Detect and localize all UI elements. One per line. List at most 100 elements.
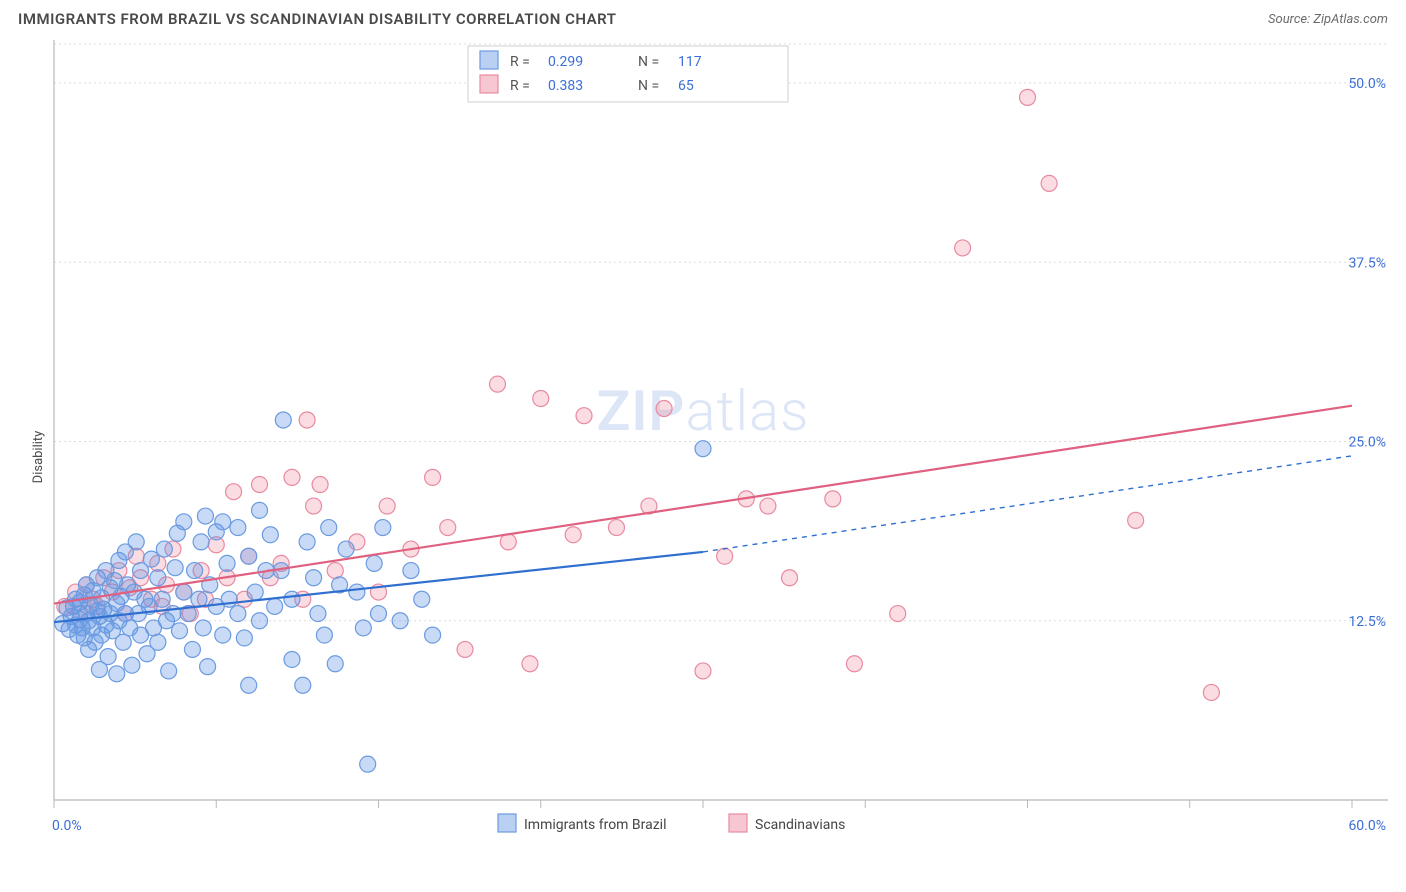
scatter-point [327,563,343,579]
scatter-point [150,634,166,650]
y-axis-label: Disability [31,431,46,484]
scatter-point [252,477,268,493]
scatter-point [1020,89,1036,105]
scatter-point [327,656,343,672]
scatter-point [489,376,505,392]
scatter-point [154,591,170,607]
scatter-point [392,613,408,629]
scatter-point [295,677,311,693]
svg-text:R =: R = [510,78,530,94]
scatter-point [695,441,711,457]
scatter-point [522,656,538,672]
scatter-point [366,555,382,571]
legend-label: Scandinavians [755,817,845,833]
scatter-point [760,498,776,514]
scatter-point [321,520,337,536]
legend-swatch [729,814,747,832]
source-attribution: Source: ZipAtlas.com [1268,12,1388,27]
scatter-point [310,606,326,622]
scatter-point [156,541,172,557]
legend-swatch [498,814,516,832]
svg-text:117: 117 [678,54,702,70]
scatter-point [338,541,354,557]
scatter-point [161,663,177,679]
svg-text:R =: R = [510,54,530,70]
scatter-point [371,606,387,622]
regression-line-extrapolated [703,456,1352,552]
scatter-point [565,527,581,543]
scatter-point [299,534,315,550]
svg-text:65: 65 [678,78,694,94]
scatter-point [403,563,419,579]
scatter-point [262,527,278,543]
svg-text:ZIPatlas: ZIPatlas [597,378,810,444]
scatter-point [500,534,516,550]
scatter-point [247,584,263,600]
scatter-point [215,514,231,530]
scatter-point [100,649,116,665]
scatter-point [241,548,257,564]
scatter-point [608,520,624,536]
scatter-point [375,520,391,536]
svg-text:N =: N = [638,54,659,70]
scatter-point [1041,175,1057,191]
scatter-point [533,390,549,406]
chart-container: Disability 12.5% 25.0% 37.5% 50.0% 0.0% 60.0%… [18,40,1388,874]
scatter-point [457,641,473,657]
scatter-point [150,570,166,586]
scatter-point [306,498,322,514]
svg-text:37.5%: 37.5% [1348,255,1386,271]
scatter-point [312,477,328,493]
scatter-point [275,412,291,428]
scatter-point [379,498,395,514]
scatter-point [955,240,971,256]
legend-label: Immigrants from Brazil [524,817,667,833]
scatter-point [284,591,300,607]
scatter-point [195,620,211,636]
scatter-point [440,520,456,536]
scatter-point [115,634,131,650]
scatter-point [782,570,798,586]
svg-text:0.383: 0.383 [548,78,583,94]
scatter-point [143,551,159,567]
scatter-point [695,663,711,679]
scatter-point [316,627,332,643]
scatter-point [299,412,315,428]
scatter-point [124,657,140,673]
scatter-point [230,606,246,622]
scatter-point [360,756,376,772]
scatter-point [284,469,300,485]
scatter-point [306,570,322,586]
scatter-point [128,534,144,550]
scatter-point [284,651,300,667]
svg-text:50.0%: 50.0% [1348,76,1386,92]
scatter-point [890,606,906,622]
scatter-point [197,508,213,524]
scatter-point [349,584,365,600]
scatter-point [1128,512,1144,528]
chart-title: IMMIGRANTS FROM BRAZIL VS SCANDINAVIAN D… [18,10,616,28]
scatter-point [215,627,231,643]
scatter-point [187,563,203,579]
scatter-point [241,677,257,693]
scatter-point [355,620,371,636]
scatter-point [176,584,192,600]
scatter-point [656,401,672,417]
scatter-point [176,514,192,530]
scatter-point [230,520,246,536]
svg-text:25.0%: 25.0% [1348,435,1386,451]
scatter-point [193,534,209,550]
scatter-chart: 12.5% 25.0% 37.5% 50.0% 0.0% 60.0% ZIPatlas R =… [18,40,1388,874]
scatter-point [200,659,216,675]
svg-text:0.0%: 0.0% [52,818,82,834]
scatter-point [226,484,242,500]
svg-text:12.5%: 12.5% [1348,614,1386,630]
scatter-point [1203,684,1219,700]
scatter-point [252,502,268,518]
legend-swatch [480,75,498,93]
scatter-point [414,591,430,607]
scatter-point [267,598,283,614]
svg-text:60.0%: 60.0% [1348,818,1386,834]
svg-text:0.299: 0.299 [548,54,583,70]
scatter-point [252,613,268,629]
